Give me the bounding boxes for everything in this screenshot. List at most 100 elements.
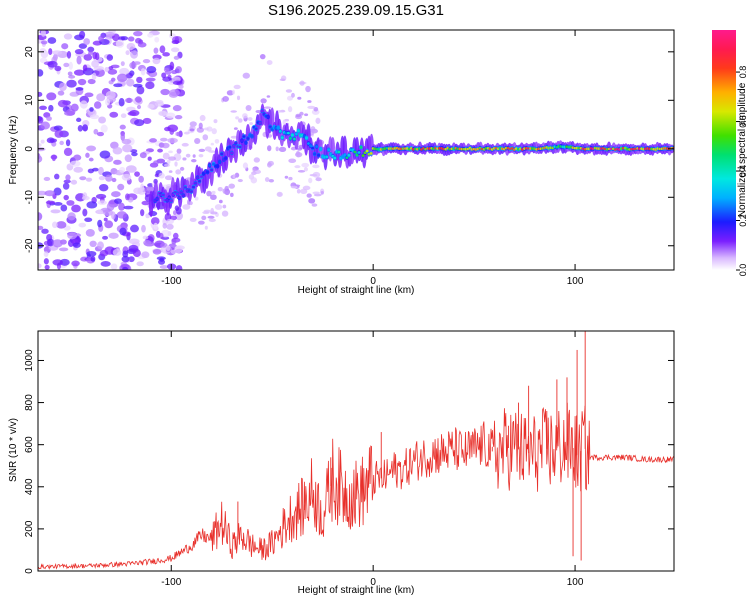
noise-blob: [63, 62, 70, 68]
trace-core: [242, 135, 246, 138]
noise-blob: [130, 50, 139, 59]
noise-blob: [173, 55, 180, 60]
noise-blob: [63, 147, 73, 157]
noise-blob: [160, 242, 168, 248]
noise-blob: [169, 128, 175, 135]
noise-blob: [113, 83, 123, 88]
trace-core: [357, 151, 361, 154]
trace-core: [246, 137, 250, 140]
noise-blob: [232, 89, 236, 95]
noise-blob: [87, 51, 94, 56]
noise-blob: [54, 65, 62, 72]
noise-blob: [48, 104, 54, 112]
trace-core: [353, 150, 357, 154]
noise-blob: [214, 204, 223, 210]
noise-blob: [66, 51, 72, 59]
noise-blob: [146, 66, 157, 74]
noise-blob: [125, 193, 130, 201]
noise-blob: [107, 68, 118, 75]
noise-blob: [305, 85, 311, 93]
noise-blob: [58, 247, 69, 252]
noise-blob: [221, 210, 229, 217]
noise-blob: [40, 121, 50, 130]
noise-blob: [71, 260, 80, 267]
spectrogram-frame: [37, 29, 675, 271]
spectrogram-xlabel: Height of straight line (km): [298, 285, 415, 296]
noise-blob: [249, 122, 254, 125]
snr-xtick-label: -100: [161, 577, 181, 588]
spectrogram-ylabel: Frequency (Hz): [8, 116, 19, 185]
noise-blob: [165, 245, 171, 251]
noise-blob: [128, 256, 135, 263]
noise-blob: [122, 144, 133, 153]
noise-blob: [237, 179, 243, 183]
spectrogram-xtick-label: -100: [161, 276, 181, 287]
noise-blob: [38, 116, 44, 124]
noise-blob: [104, 31, 115, 37]
noise-blob: [85, 177, 93, 182]
noise-blob: [134, 119, 145, 127]
noise-blob: [43, 258, 49, 265]
noise-blob: [38, 190, 47, 196]
figure-title: S196.2025.239.09.15.G31: [268, 2, 444, 19]
noise-blob: [196, 127, 205, 133]
snr-ylabel: SNR (10 * v/v): [8, 418, 19, 482]
noise-blob: [91, 72, 97, 80]
noise-blob: [284, 175, 289, 179]
trace-core: [165, 198, 169, 202]
noise-blob: [38, 91, 43, 97]
noise-blob: [141, 224, 146, 233]
noise-blob: [122, 250, 129, 258]
colorbar-tick-label: 0.0: [738, 264, 748, 277]
noise-blob: [109, 111, 119, 118]
noise-blob: [106, 54, 114, 61]
noise-blob: [40, 139, 45, 144]
noise-blob: [133, 83, 143, 88]
trace-core: [369, 152, 373, 155]
noise-blob: [150, 217, 160, 226]
noise-blob: [38, 143, 42, 147]
spectrogram-ytick-label: 10: [24, 94, 35, 106]
noise-blob: [147, 104, 155, 109]
noise-blob: [45, 200, 56, 205]
noise-blob: [82, 192, 88, 200]
noise-blob: [218, 199, 223, 204]
noise-blob: [69, 160, 81, 167]
noise-blob: [164, 70, 172, 75]
noise-blob: [320, 191, 324, 195]
trace-core: [200, 175, 204, 178]
noise-blob: [97, 241, 104, 250]
trace-core: [189, 190, 193, 193]
noise-blob: [105, 98, 110, 106]
noise-blob: [85, 152, 90, 158]
noise-blob: [174, 245, 183, 254]
noise-blob: [207, 215, 215, 219]
noise-blob: [110, 77, 116, 82]
noise-blob: [79, 176, 87, 181]
noise-blob: [181, 142, 189, 147]
noise-blob: [255, 109, 262, 114]
trace-core: [294, 132, 298, 136]
noise-blob: [66, 200, 75, 206]
noise-blob: [232, 174, 236, 179]
colorbar: 0.0 0.2 0.4 0.6 0.8 Normalized spectral ampl…: [712, 30, 748, 276]
noise-blob: [67, 212, 76, 221]
spectrogram-ytick-label: 20: [24, 46, 35, 58]
noise-blob: [170, 47, 180, 53]
noise-blob: [40, 30, 46, 37]
noise-blob: [38, 225, 44, 230]
noise-blob: [184, 131, 190, 135]
noise-blob: [172, 210, 177, 216]
noise-blob: [83, 54, 93, 61]
noise-blob: [93, 101, 102, 109]
noise-blob: [288, 176, 293, 181]
snr-xtick-label: 100: [567, 577, 584, 588]
noise-blob: [39, 57, 48, 64]
trace-core: [254, 127, 258, 131]
noise-blob: [211, 190, 216, 195]
noise-blob: [182, 157, 187, 161]
trace-core: [361, 154, 365, 157]
noise-blob: [84, 217, 93, 223]
noise-blob: [98, 35, 104, 42]
